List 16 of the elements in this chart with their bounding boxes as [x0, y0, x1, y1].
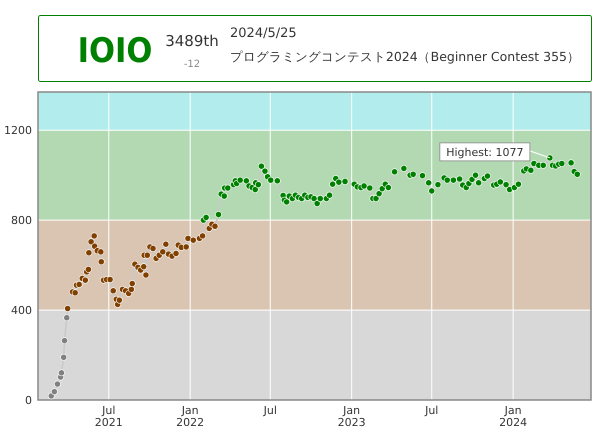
y-tick-label: 400 — [11, 304, 32, 318]
x-tick-label: Jul — [424, 404, 438, 417]
x-tick-label: Jul 2021 — [94, 404, 123, 428]
x-tick-label: Jan 2024 — [499, 404, 528, 428]
y-tick-label: 0 — [25, 394, 32, 407]
chart-subtitle: 2024/5/25 — [230, 26, 297, 41]
x-tick-label: Jan 2023 — [338, 404, 366, 428]
y-tick-label: 1200 — [4, 124, 32, 138]
y-tick-label: 800 — [11, 214, 32, 228]
text: IOIO — [78, 31, 152, 71]
x-tick-label: Jul — [262, 404, 277, 417]
text: 3489th — [165, 32, 219, 50]
x-tick-label: Jan 2022 — [176, 404, 204, 428]
text: -12 — [184, 59, 200, 70]
annotation: Highest: 1077 — [446, 146, 524, 159]
chart-title: プログラミングコンテスト2024（Beginner Contest 355） — [230, 49, 580, 64]
